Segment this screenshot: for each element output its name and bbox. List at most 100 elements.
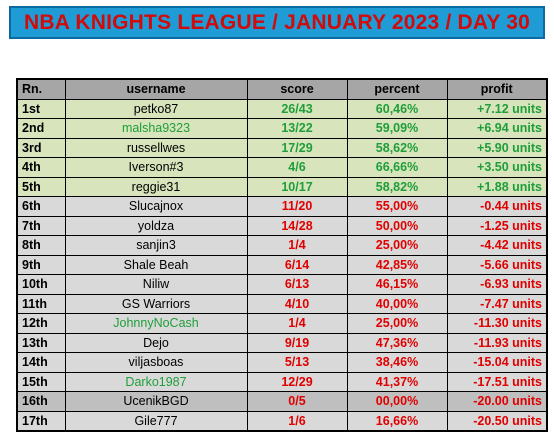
table-row: 17th Gile777 1/6 16,66% -20.50 units [16,410,548,432]
table-row: 13th Dejo 9/19 47,36% -11.93 units [16,332,548,353]
header-row: Rn. username score percent profit [16,78,548,100]
score-cell: 14/28 [246,215,348,236]
page-title: NBA KNIGHTS LEAGUE / JANUARY 2023 / DAY … [24,10,530,34]
profit-cell: -17.51 units [446,371,548,392]
rank-cell: 4th [16,157,66,178]
profit-cell: -1.25 units [446,215,548,236]
score-cell: 11/20 [246,196,348,217]
table-row: 9th Shale Beah 6/14 42,85% -5.66 units [16,254,548,275]
score-cell: 4/10 [246,293,348,314]
username-cell: sanjin3 [64,235,248,256]
username-cell: yoldza [64,215,248,236]
score-cell: 1/4 [246,235,348,256]
rank-cell: 7th [16,215,66,236]
percent-cell: 50,00% [346,215,448,236]
username-cell: reggie31 [64,176,248,197]
profit-cell: -11.30 units [446,313,548,334]
score-cell: 12/29 [246,371,348,392]
table-row: 7th yoldza 14/28 50,00% -1.25 units [16,215,548,236]
score-cell: 6/14 [246,254,348,275]
profit-cell: -5.66 units [446,254,548,275]
percent-cell: 59,09% [346,118,448,139]
rank-cell: 1st [16,98,66,119]
table-row: 15th Darko1987 12/29 41,37% -17.51 units [16,371,548,392]
profit-cell: +1.88 units [446,176,548,197]
profit-cell: -7.47 units [446,293,548,314]
title-banner: NBA KNIGHTS LEAGUE / JANUARY 2023 / DAY … [9,6,545,39]
rank-cell: 2nd [16,118,66,139]
header-username: username [64,78,248,100]
username-cell: petko87 [64,98,248,119]
table-row: 16th UcenikBGD 0/5 00,00% -20.00 units [16,391,548,412]
header-score: score [246,78,348,100]
rank-cell: 11th [16,293,66,314]
score-cell: 6/13 [246,274,348,295]
profit-cell: +3.50 units [446,157,548,178]
percent-cell: 38,46% [346,352,448,373]
percent-cell: 25,00% [346,313,448,334]
percent-cell: 58,62% [346,137,448,158]
profit-cell: -4.42 units [446,235,548,256]
percent-cell: 25,00% [346,235,448,256]
rank-cell: 15th [16,371,66,392]
percent-cell: 40,00% [346,293,448,314]
percent-cell: 58,82% [346,176,448,197]
standings-table: Rn. username score percent profit 1st pet… [16,78,548,432]
percent-cell: 66,66% [346,157,448,178]
percent-cell: 60,46% [346,98,448,119]
table-row: 14th viljasboas 5/13 38,46% -15.04 units [16,352,548,373]
rank-cell: 10th [16,274,66,295]
score-cell: 0/5 [246,391,348,412]
score-cell: 26/43 [246,98,348,119]
header-rank: Rn. [16,78,66,100]
table-row: 6th Slucajnox 11/20 55,00% -0.44 units [16,196,548,217]
percent-cell: 00,00% [346,391,448,412]
table-row: 4th Iverson#3 4/6 66,66% +3.50 units [16,157,548,178]
score-cell: 1/6 [246,410,348,432]
username-cell: UcenikBGD [64,391,248,412]
percent-cell: 47,36% [346,332,448,353]
percent-cell: 41,37% [346,371,448,392]
table-row: 5th reggie31 10/17 58,82% +1.88 units [16,176,548,197]
header-percent: percent [346,78,448,100]
score-cell: 9/19 [246,332,348,353]
rank-cell: 8th [16,235,66,256]
score-cell: 4/6 [246,157,348,178]
rank-cell: 9th [16,254,66,275]
rank-cell: 14th [16,352,66,373]
table-row: 2nd malsha9323 13/22 59,09% +6.94 units [16,118,548,139]
username-cell: Gile777 [64,410,248,432]
username-cell: Darko1987 [64,371,248,392]
score-cell: 5/13 [246,352,348,373]
username-cell: Dejo [64,332,248,353]
username-cell: JohnnyNoCash [64,313,248,334]
rank-cell: 17th [16,410,66,432]
username-cell: Niliw [64,274,248,295]
score-cell: 17/29 [246,137,348,158]
percent-cell: 42,85% [346,254,448,275]
percent-cell: 16,66% [346,410,448,432]
table-row: 10th Niliw 6/13 46,15% -6.93 units [16,274,548,295]
username-cell: malsha9323 [64,118,248,139]
profit-cell: -15.04 units [446,352,548,373]
profit-cell: +5.90 units [446,137,548,158]
profit-cell: +7.12 units [446,98,548,119]
table-row: 12th JohnnyNoCash 1/4 25,00% -11.30 units [16,313,548,334]
rank-cell: 16th [16,391,66,412]
rank-cell: 6th [16,196,66,217]
score-cell: 10/17 [246,176,348,197]
rank-cell: 3rd [16,137,66,158]
profit-cell: -0.44 units [446,196,548,217]
username-cell: viljasboas [64,352,248,373]
username-cell: Iverson#3 [64,157,248,178]
profit-cell: +6.94 units [446,118,548,139]
table-row: 8th sanjin3 1/4 25,00% -4.42 units [16,235,548,256]
table-row: 3rd russellwes 17/29 58,62% +5.90 units [16,137,548,158]
score-cell: 1/4 [246,313,348,334]
profit-cell: -6.93 units [446,274,548,295]
percent-cell: 46,15% [346,274,448,295]
rank-cell: 12th [16,313,66,334]
profit-cell: -20.50 units [446,410,548,432]
username-cell: Shale Beah [64,254,248,275]
rank-cell: 13th [16,332,66,353]
